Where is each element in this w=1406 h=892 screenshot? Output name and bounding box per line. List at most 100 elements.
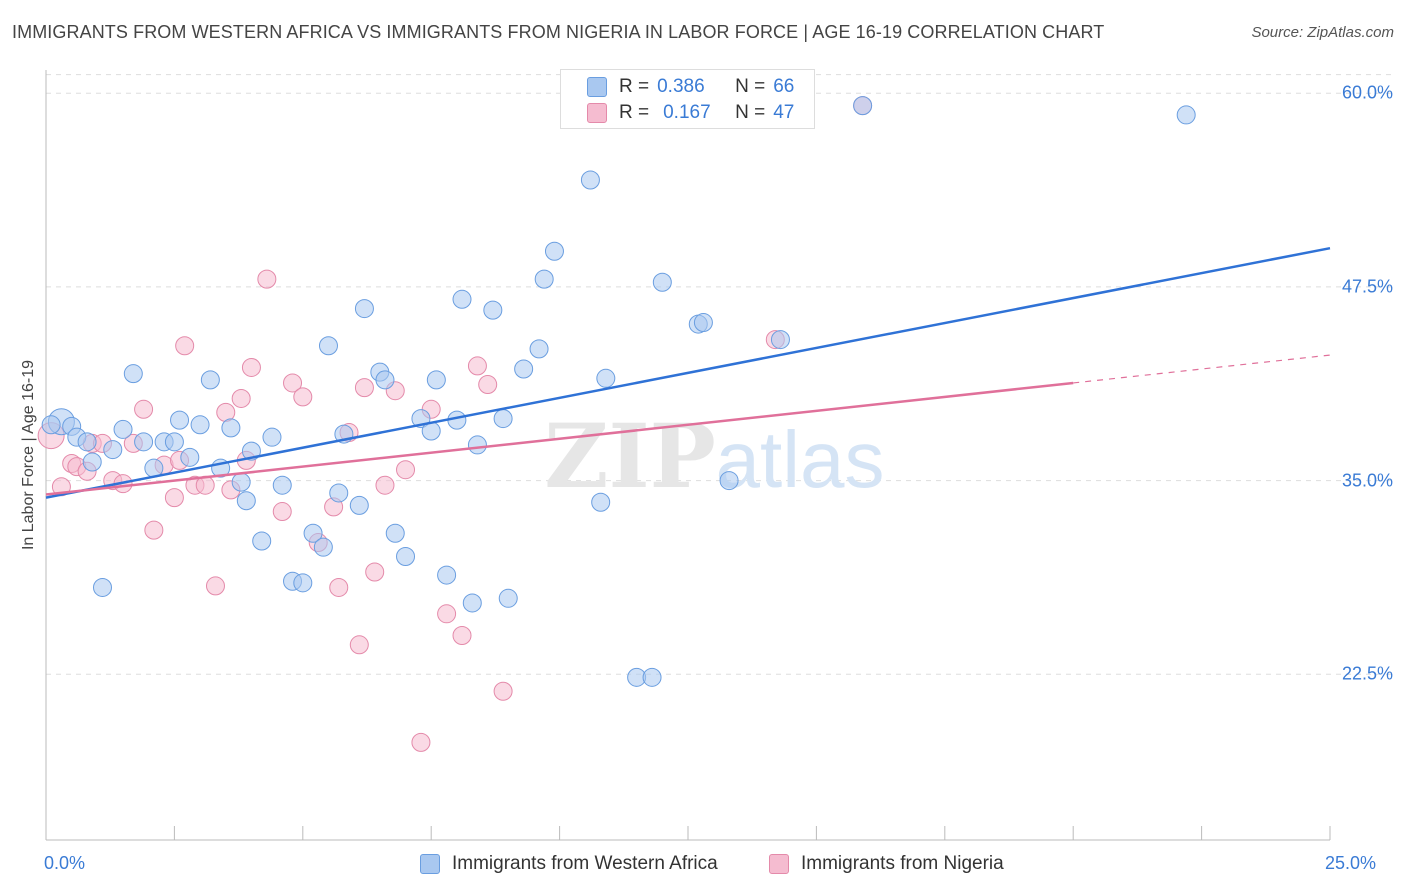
data-point [365, 562, 385, 582]
data-point [544, 241, 564, 261]
data-point [596, 368, 616, 388]
data-point [257, 269, 277, 289]
watermark-atlas: atlas [716, 415, 885, 504]
trend-lines [45, 246, 1331, 499]
data-point [349, 635, 369, 655]
data-point [134, 432, 154, 452]
data-point [164, 488, 184, 508]
data-point [113, 419, 133, 439]
data-point [591, 492, 611, 512]
data-point [462, 593, 482, 613]
watermark: ZIP atlas [544, 404, 884, 508]
data-point [478, 375, 498, 395]
trend-line-nigeria [45, 381, 1074, 496]
data-point [252, 531, 272, 551]
data-point [303, 523, 323, 543]
bottom-legend-swatch-blue [420, 854, 440, 874]
legend-n-value: 47 [773, 102, 795, 123]
data-point [231, 388, 251, 408]
chart-title: IMMIGRANTS FROM WESTERN AFRICA VS IMMIGR… [12, 22, 1105, 42]
bottom-legend-western-africa: Immigrants from Western Africa [420, 852, 718, 876]
data-point [354, 378, 374, 398]
data-point [164, 432, 184, 452]
data-point [375, 475, 395, 495]
data-point [437, 565, 457, 585]
legend-r-label: R = [619, 102, 650, 123]
data-point [272, 475, 292, 495]
data-point [82, 452, 102, 472]
legend-r-value: 0.386 [657, 76, 705, 97]
data-point [144, 520, 164, 540]
data-point [493, 409, 513, 429]
data-point [318, 336, 338, 356]
source-credit: Source: ZipAtlas.com [1251, 24, 1394, 41]
legend-n-value: 66 [773, 76, 795, 97]
legend-r-label: R = [619, 76, 650, 97]
legend-row-nigeria: R = 0.167 N = 47 [587, 101, 841, 125]
legend-r-value: 0.167 [663, 102, 711, 123]
legend-swatch-blue [587, 77, 607, 97]
data-point [283, 373, 303, 393]
data-point [514, 359, 534, 379]
legend-row-western-africa: R = 0.386 N = 66 [587, 75, 841, 99]
data-point [175, 336, 195, 356]
data-point [529, 339, 549, 359]
data-point [200, 370, 220, 390]
series-western-africa-points [41, 96, 1196, 687]
axes [45, 70, 1331, 841]
data-point [770, 330, 790, 350]
data-point [396, 460, 416, 480]
y-tick-label: 22.5% [1341, 663, 1393, 684]
data-point [134, 399, 154, 419]
data-point [411, 732, 431, 752]
data-point [452, 625, 472, 645]
bottom-legend-label: Immigrants from Western Africa [452, 853, 718, 874]
data-point [180, 447, 200, 467]
data-point [293, 387, 313, 407]
data-point [437, 604, 457, 624]
data-point [467, 356, 487, 376]
data-point [719, 471, 739, 491]
y-tick-label: 35.0% [1341, 470, 1393, 491]
data-point [642, 667, 662, 687]
data-point [241, 357, 261, 377]
data-point [272, 502, 292, 522]
data-point [385, 523, 405, 543]
trend-line-western-africa [45, 246, 1331, 499]
data-point [354, 299, 374, 319]
data-point [221, 418, 241, 438]
data-point [652, 272, 672, 292]
data-point [375, 370, 395, 390]
data-point [493, 681, 513, 701]
x-tick-label-min: 0.0% [44, 853, 86, 873]
bottom-legend-swatch-pink [769, 854, 789, 874]
y-tick-label: 47.5% [1341, 276, 1393, 297]
stats-legend: R = 0.386 N = 66 R = 0.167 N = 47 [560, 69, 815, 129]
data-point [467, 435, 487, 455]
data-point [349, 495, 369, 515]
data-point [262, 427, 282, 447]
trend-line-nigeria-extrapolated [1073, 354, 1331, 384]
data-point [329, 483, 349, 503]
data-point [236, 491, 256, 511]
data-point [92, 577, 112, 597]
watermark-zip: ZIP [544, 404, 716, 508]
data-point [329, 577, 349, 597]
data-point [170, 410, 190, 430]
data-point [396, 546, 416, 566]
data-point [123, 364, 143, 384]
data-point [483, 300, 503, 320]
data-point [853, 96, 873, 116]
legend-n-label: N = [735, 102, 766, 123]
data-point [1176, 105, 1196, 125]
data-point [293, 573, 313, 593]
data-point [313, 537, 333, 557]
data-point [580, 170, 600, 190]
data-point [452, 289, 472, 309]
data-point [231, 472, 251, 492]
data-point [426, 370, 446, 390]
y-tick-label: 60.0% [1341, 82, 1393, 103]
data-point [693, 313, 713, 333]
x-tick-label-max: 25.0% [1325, 853, 1377, 873]
